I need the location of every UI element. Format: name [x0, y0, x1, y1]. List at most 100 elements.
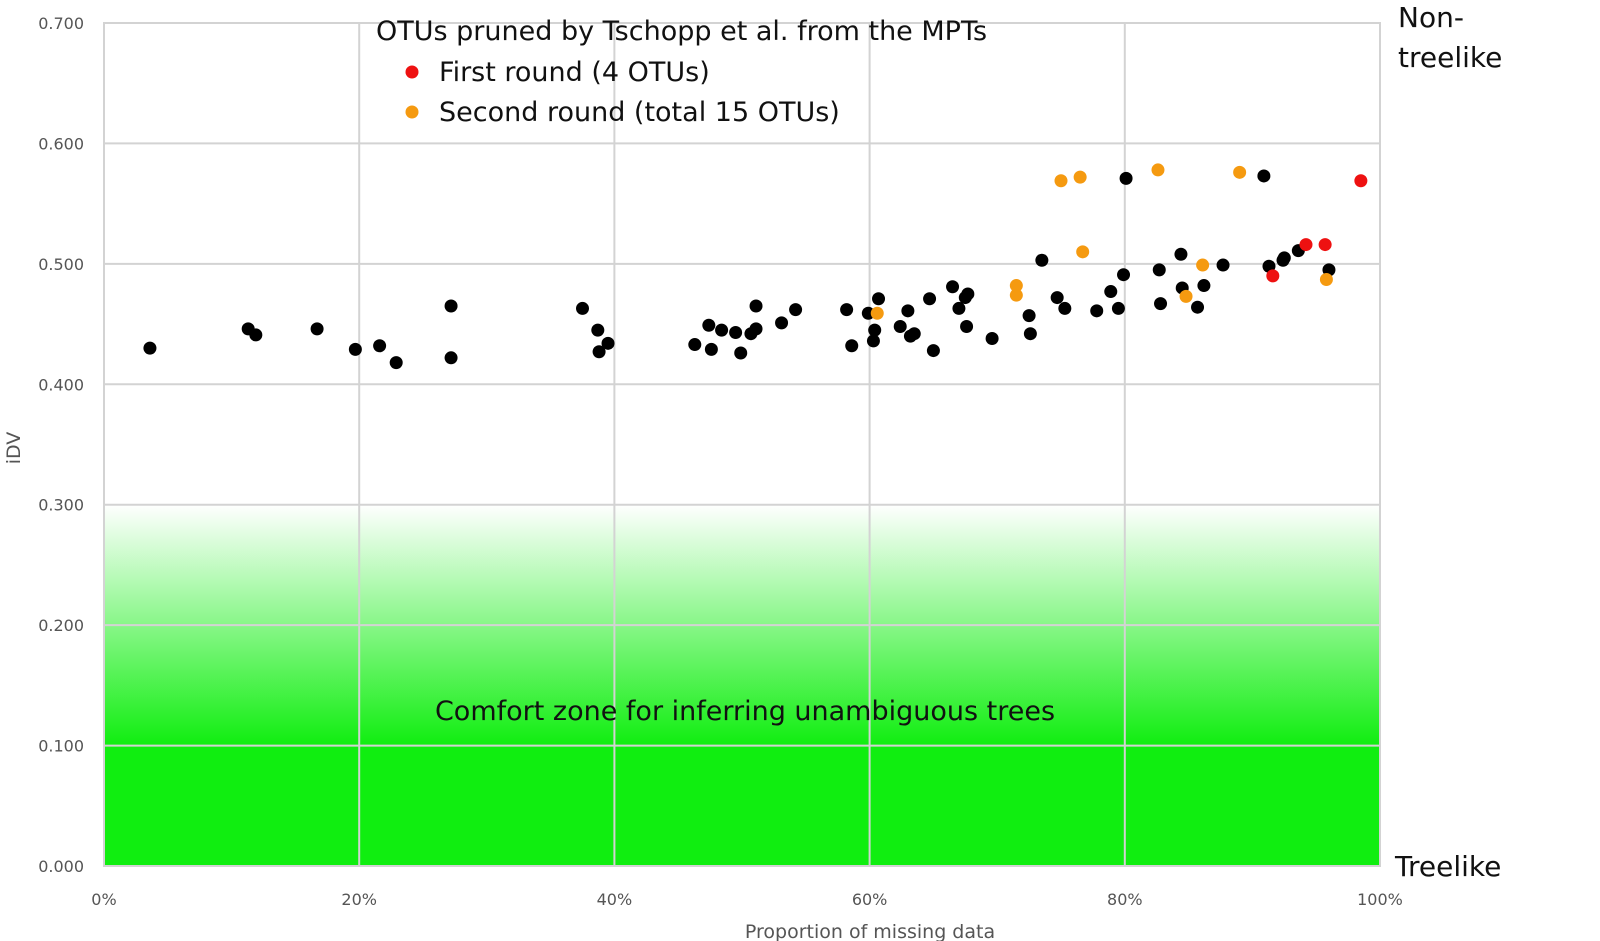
- data-point: [1216, 258, 1230, 272]
- y-tick-label: 0.400: [38, 375, 84, 394]
- data-point: [923, 292, 937, 306]
- data-point: [1035, 253, 1049, 267]
- legend-label-first-round: First round (4 OTUs): [439, 57, 710, 88]
- treelike-label: Treelike: [1394, 850, 1501, 883]
- data-point: [1050, 291, 1064, 305]
- data-point-second-round: [1076, 245, 1090, 259]
- data-point: [1023, 327, 1037, 341]
- y-tick-label: 0.200: [38, 616, 84, 635]
- data-point: [789, 303, 803, 317]
- legend-title: OTUs pruned by Tschopp et al. from the M…: [376, 16, 987, 47]
- data-point-second-round: [870, 306, 884, 320]
- data-point: [373, 339, 387, 353]
- plot-border: [103, 22, 1381, 867]
- data-point: [389, 356, 403, 370]
- data-point: [901, 304, 915, 318]
- data-point: [704, 342, 718, 356]
- data-point: [592, 345, 606, 359]
- data-point: [1197, 279, 1211, 293]
- data-point: [961, 287, 975, 301]
- x-axis-title: Proportion of missing data: [745, 921, 995, 941]
- data-point: [749, 299, 763, 313]
- data-point-second-round: [1009, 288, 1023, 302]
- data-point: [601, 336, 615, 350]
- x-tick-label: 20%: [341, 890, 377, 909]
- data-point: [952, 301, 966, 315]
- data-point: [1104, 285, 1118, 299]
- data-point: [729, 326, 743, 340]
- comfort-zone-label: Comfort zone for inferring unambiguous t…: [435, 696, 1055, 727]
- x-tick-label: 40%: [597, 890, 633, 909]
- data-point-first-round: [1354, 174, 1368, 188]
- comfort-zone-solid: [104, 745, 1380, 866]
- x-tick-label: 80%: [1107, 890, 1143, 909]
- data-point: [960, 319, 974, 333]
- non-treelike-label-line2: treelike: [1398, 41, 1502, 74]
- data-point: [872, 292, 886, 306]
- data-point: [1152, 263, 1166, 277]
- data-point-second-round: [1009, 279, 1023, 293]
- data-point-first-round: [1266, 269, 1280, 283]
- data-point: [591, 323, 605, 337]
- data-point-first-round: [1318, 238, 1332, 252]
- data-point: [1191, 300, 1205, 314]
- legend-marker-first-round: [405, 65, 419, 79]
- data-point: [946, 280, 960, 294]
- y-axis-tick-labels: 0.000 0.100 0.200 0.300 0.400 0.500 0.600 0.700: [38, 14, 84, 876]
- data-point: [926, 344, 940, 358]
- non-treelike-label-line1: Non-: [1398, 1, 1464, 34]
- data-point: [143, 341, 157, 355]
- data-point: [1257, 169, 1271, 183]
- data-point-second-round: [1151, 163, 1165, 177]
- data-point: [702, 318, 716, 332]
- y-tick-label: 0.600: [38, 134, 84, 153]
- y-tick-label: 0.500: [38, 255, 84, 274]
- data-point-second-round: [1233, 165, 1247, 179]
- data-points: [143, 163, 1368, 370]
- data-point: [348, 342, 362, 356]
- x-tick-label: 0%: [91, 890, 116, 909]
- data-point: [444, 299, 458, 313]
- data-point-first-round: [1299, 238, 1313, 252]
- data-point: [310, 322, 324, 336]
- data-point: [985, 332, 999, 346]
- data-point: [749, 322, 763, 336]
- data-point: [845, 339, 859, 353]
- data-point: [907, 327, 921, 341]
- data-point: [1174, 247, 1188, 261]
- data-point: [1117, 268, 1131, 282]
- data-point: [444, 351, 458, 365]
- y-tick-label: 0.300: [38, 496, 84, 515]
- data-point: [1090, 304, 1104, 318]
- data-point: [688, 338, 702, 352]
- data-point: [840, 303, 854, 317]
- x-tick-label: 60%: [852, 890, 888, 909]
- data-point: [866, 334, 880, 348]
- y-axis-title: iDV: [3, 432, 25, 465]
- data-point: [775, 316, 789, 330]
- data-point: [1111, 301, 1125, 315]
- y-tick-label: 0.000: [38, 857, 84, 876]
- data-point: [1022, 309, 1036, 323]
- data-point: [893, 319, 907, 333]
- x-tick-label: 100%: [1357, 890, 1403, 909]
- legend: OTUs pruned by Tschopp et al. from the M…: [376, 16, 987, 128]
- data-point: [1154, 297, 1168, 311]
- data-point-second-round: [1054, 174, 1068, 188]
- data-point: [1277, 251, 1291, 265]
- y-tick-label: 0.100: [38, 737, 84, 756]
- data-point: [868, 323, 882, 337]
- data-point-second-round: [1179, 289, 1193, 303]
- data-point: [1119, 171, 1133, 185]
- data-point: [734, 346, 748, 360]
- legend-label-second-round: Second round (total 15 OTUs): [439, 97, 840, 128]
- data-point-second-round: [1196, 258, 1210, 272]
- legend-marker-second-round: [405, 105, 419, 119]
- y-tick-label: 0.700: [38, 14, 84, 33]
- data-point-second-round: [1319, 273, 1333, 287]
- data-point: [576, 301, 589, 315]
- x-axis-tick-labels: 0% 20% 40% 60% 80% 100%: [91, 890, 1403, 909]
- data-point: [1058, 301, 1072, 315]
- data-point-second-round: [1073, 170, 1087, 184]
